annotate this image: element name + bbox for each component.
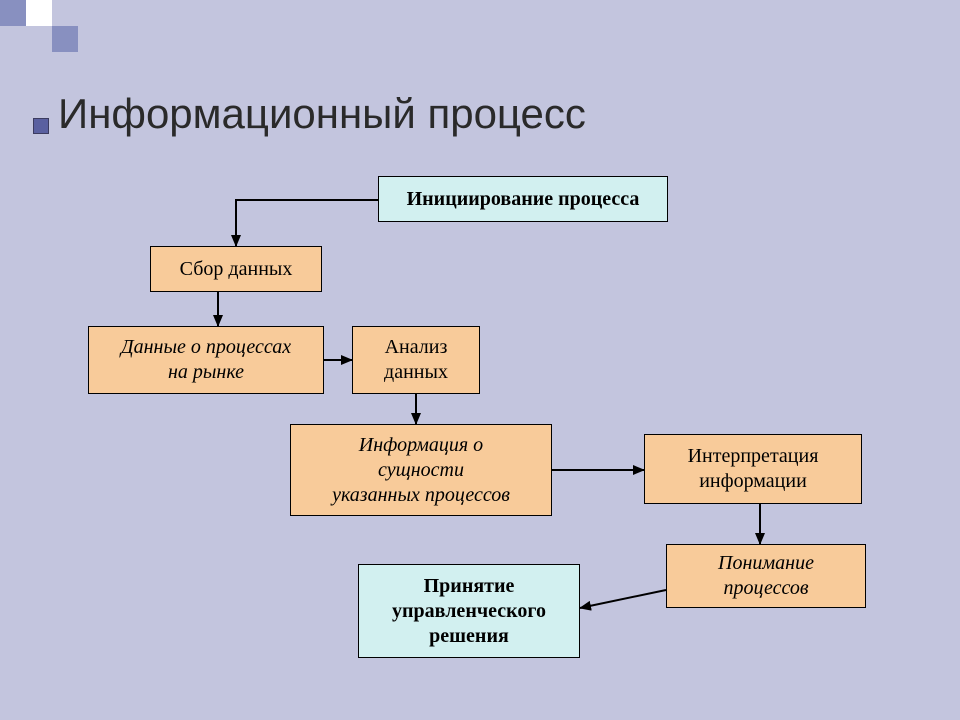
- decor-square: [26, 26, 52, 52]
- decor-square: [52, 26, 78, 52]
- title-bullet-icon: [33, 118, 49, 134]
- slide: Информационный процесс Инициирование про…: [0, 0, 960, 720]
- node-init: Инициирование процесса: [378, 176, 668, 222]
- node-interp: Интерпретацияинформации: [644, 434, 862, 504]
- page-title: Информационный процесс: [58, 90, 586, 138]
- decor-square: [0, 0, 26, 26]
- node-market: Данные о процессахна рынке: [88, 326, 324, 394]
- edge-underst-to-decide: [580, 590, 666, 608]
- node-underst: Пониманиепроцессов: [666, 544, 866, 608]
- node-analyze: Анализданных: [352, 326, 480, 394]
- node-info: Информация осущностиуказанных процессов: [290, 424, 552, 516]
- node-decide: Принятиеуправленческогорешения: [358, 564, 580, 658]
- node-collect: Сбор данных: [150, 246, 322, 292]
- decor-square: [26, 0, 52, 26]
- corner-decoration: [0, 0, 120, 60]
- edge-init-to-collect: [236, 200, 378, 246]
